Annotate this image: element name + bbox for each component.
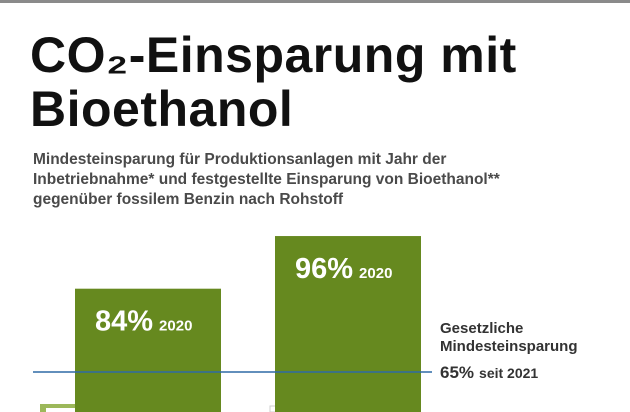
- value-label-percent: 96%: [295, 253, 353, 285]
- subtitle-line: Mindesteinsparung für Produktionsanlagen…: [33, 151, 447, 168]
- bar: [275, 236, 421, 412]
- chart-subtitle: Mindesteinsparung für Produktionsanlagen…: [33, 150, 630, 210]
- value-label: 96% 2020: [295, 253, 392, 285]
- title-line: Bioethanol: [30, 81, 294, 137]
- value-label-percent: 84%: [95, 306, 153, 338]
- reference-value: 65% seit 2021: [440, 363, 538, 382]
- reference-note: seit 2021: [479, 365, 538, 381]
- value-label-year: 2020: [359, 265, 392, 282]
- reference-label: Mindesteinsparung: [440, 338, 578, 355]
- value-label-year: 2020: [159, 318, 192, 335]
- subtitle-line: gegenüber fossilem Benzin nach Rohstoff: [33, 191, 344, 208]
- reference-value-percent: 65%: [440, 363, 474, 382]
- title-line: CO₂-Einsparung mit: [30, 27, 517, 83]
- chart-title: CO₂-Einsparung mit Bioethanol: [30, 28, 630, 136]
- bar: [75, 288, 221, 412]
- subtitle-line: Inbetriebnahme* und festgestellte Einspa…: [33, 171, 500, 188]
- value-label: 84% 2020: [95, 306, 192, 338]
- top-rule: [0, 0, 630, 3]
- reference-label: Gesetzliche: [440, 320, 523, 337]
